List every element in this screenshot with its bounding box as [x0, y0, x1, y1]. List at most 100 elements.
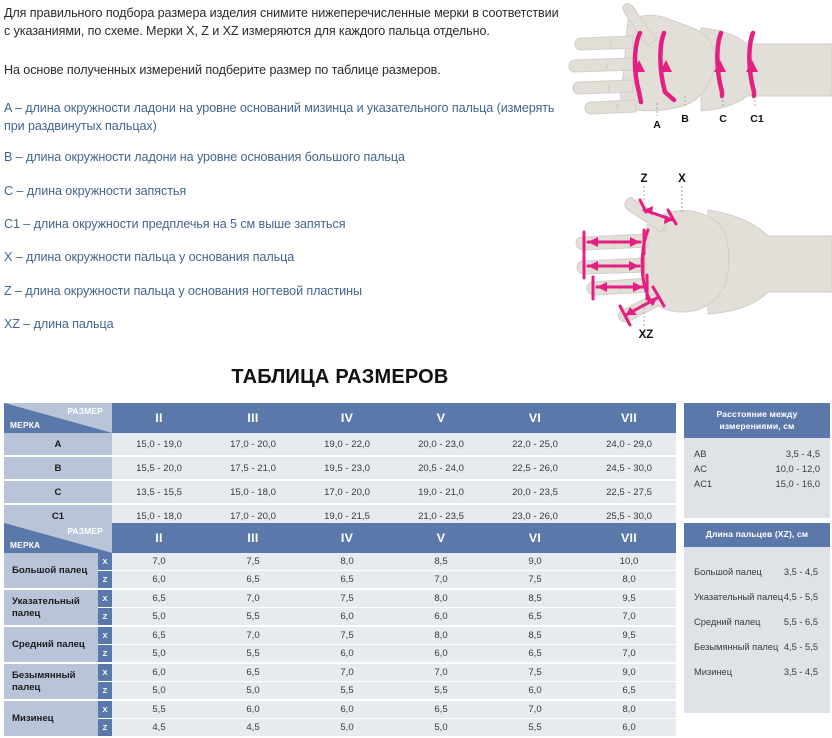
distance-panel: Расстояние между измерениями, см AB 3,5 … [684, 403, 830, 518]
cell: 24,5 - 30,0 [582, 456, 676, 481]
cell: 7,5 [488, 663, 582, 682]
table-row: B 15,5 - 20,0 17,5 - 21,0 19,5 - 23,0 20… [4, 456, 676, 481]
cell: 6,5 [112, 589, 206, 608]
finger-name-thumb: Большой палец [4, 553, 98, 590]
cell: 6,5 [582, 681, 676, 701]
definition-x: X – длина окружности пальца у основания … [4, 250, 295, 265]
size-col-ii: II [112, 403, 206, 433]
cell: 8,0 [394, 589, 488, 608]
corner-col-header: РАЗМЕР [67, 406, 103, 416]
distance-label: AC [694, 464, 707, 474]
definition-b: B – длина окружности ладони на уровне ос… [4, 150, 405, 165]
size-col-iii: III [206, 403, 300, 433]
cell: 22,5 - 26,0 [488, 456, 582, 481]
label-b: B [681, 113, 689, 125]
finger-length-value: 3,5 - 4,5 [783, 666, 818, 677]
cell: 9,5 [582, 589, 676, 608]
finger-length-label: Указательный палец [694, 591, 784, 602]
cell: 5,0 [394, 718, 488, 738]
finger-length-panel-title: Длина пальцев (XZ), см [684, 523, 830, 547]
cell: 5,5 [394, 681, 488, 701]
cell: 7,0 [206, 626, 300, 645]
cell: 6,0 [112, 570, 206, 590]
cell: 7,0 [112, 553, 206, 571]
cell: 17,0 - 20,0 [300, 480, 394, 505]
cell: 5,5 [206, 644, 300, 664]
cell: 15,5 - 20,0 [112, 456, 206, 481]
cell: 6,0 [300, 644, 394, 664]
finger-length-value: 4,5 - 5,5 [783, 641, 818, 652]
size-table-header-row: РАЗМЕР МЕРКА II III IV V VI VII [4, 403, 676, 433]
cell: 7,5 [488, 570, 582, 590]
definition-a: A – длина окружности ладони на уровне ос… [4, 100, 555, 134]
distance-label: AB [694, 449, 707, 459]
intro-paragraph-1: Для правильного подбора размера изделия … [4, 6, 559, 39]
list-item: AC1 15,0 - 16,0 [694, 477, 820, 491]
finger-col-iv: IV [300, 523, 394, 553]
size-table-corner: РАЗМЕР МЕРКА [4, 403, 112, 433]
x-badge: X [98, 700, 112, 719]
x-badge: X [98, 589, 112, 608]
distance-value: 15,0 - 16,0 [775, 479, 820, 489]
cell: 6,0 [582, 718, 676, 738]
corner-diagonal [4, 523, 112, 553]
cell: 6,5 [112, 626, 206, 645]
table-row: Указательный палец X 6,5 7,0 7,5 8,0 8,5… [4, 589, 676, 627]
cell: 9,0 [582, 663, 676, 682]
finger-table-header-row: РАЗМЕР МЕРКА II III IV V VI VII [4, 523, 676, 553]
cell: 6,0 [300, 607, 394, 627]
cell: 6,5 [394, 700, 488, 719]
cell: 8,5 [394, 553, 488, 571]
list-item: Указательный палец 4,5 - 5,5 [694, 590, 818, 604]
list-item: AC 10,0 - 12,0 [694, 462, 820, 476]
cell: 20,5 - 24,0 [394, 456, 488, 481]
size-col-iv: IV [300, 403, 394, 433]
cell: 22,5 - 27,5 [582, 480, 676, 505]
cell: 20,0 - 23,0 [394, 433, 488, 457]
cell: 5,5 [488, 718, 582, 738]
cell: 4,5 [206, 718, 300, 738]
finger-length-label: Мизинец [694, 666, 733, 677]
cell: 9,0 [488, 553, 582, 571]
size-col-v: V [394, 403, 488, 433]
leader-lines [656, 96, 756, 116]
label-x: X [678, 173, 686, 185]
cell: 19,0 - 21,0 [394, 480, 488, 505]
cell: 19,5 - 23,0 [300, 456, 394, 481]
cell: 7,0 [488, 700, 582, 719]
measurement-arrows [632, 30, 757, 105]
finger-length-label: Большой палец [694, 566, 762, 577]
finger-table-corner: РАЗМЕР МЕРКА [4, 523, 112, 553]
cell: 8,5 [488, 626, 582, 645]
cell: 6,0 [394, 607, 488, 627]
table-row: Безымянный палец X 6,0 6,5 7,0 7,0 7,5 9… [4, 663, 676, 701]
finger-name-ring: Безымянный палец [4, 663, 98, 701]
cell: 6,0 [394, 644, 488, 664]
cell: 6,0 [300, 700, 394, 719]
label-a: A [653, 119, 661, 131]
cell: 7,0 [394, 570, 488, 590]
hand-diagram-bottom: Z X XZ [575, 173, 832, 341]
cell: 5,0 [112, 681, 206, 701]
cell: 7,5 [300, 589, 394, 608]
table-row: A 15,0 - 19,0 17,0 - 20,0 19,0 - 22,0 20… [4, 433, 676, 457]
finger-col-v: V [394, 523, 488, 553]
table-row: Средний палец X 6,5 7,0 7,5 8,0 8,5 9,5 [4, 626, 676, 664]
table-row: Большой палец X 7,0 7,5 8,0 8,5 9,0 10,0 [4, 553, 676, 590]
cell: 6,0 [112, 663, 206, 682]
cell: 5,5 [206, 607, 300, 627]
label-c1: C1 [750, 113, 764, 125]
cell: 10,0 [582, 553, 676, 571]
distance-value: 10,0 - 12,0 [775, 464, 820, 474]
cell: 5,0 [112, 607, 206, 627]
corner-row-header: МЕРКА [10, 420, 41, 430]
cell: 8,0 [582, 570, 676, 590]
cell: 17,5 - 21,0 [206, 456, 300, 481]
cell: 7,5 [206, 553, 300, 571]
cell: 7,0 [300, 663, 394, 682]
z-badge: Z [98, 607, 112, 627]
cell: 13,5 - 15,5 [112, 480, 206, 505]
corner-row-header: МЕРКА [10, 540, 41, 550]
table-row: Z 5,0 5,0 5,5 5,5 6,0 6,5 [4, 681, 676, 701]
finger-name-pinky: Мизинец [4, 700, 98, 738]
